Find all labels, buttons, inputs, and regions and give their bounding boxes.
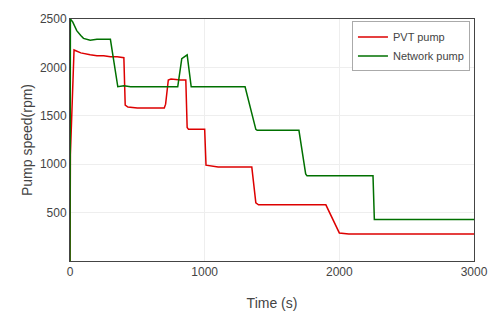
svg-text:500: 500: [47, 206, 67, 220]
svg-text:1000: 1000: [40, 157, 67, 171]
svg-text:Time (s): Time (s): [247, 295, 298, 311]
svg-text:1500: 1500: [40, 109, 67, 123]
svg-text:1000: 1000: [191, 265, 218, 279]
svg-text:2000: 2000: [40, 61, 67, 75]
svg-text:PVT pump: PVT pump: [393, 31, 445, 43]
svg-text:2500: 2500: [40, 12, 67, 26]
svg-text:0: 0: [67, 265, 74, 279]
svg-text:Pump speed(rpm): Pump speed(rpm): [19, 84, 35, 196]
svg-text:2000: 2000: [326, 265, 353, 279]
svg-text:Network pump: Network pump: [393, 50, 464, 62]
svg-text:3000: 3000: [461, 265, 488, 279]
